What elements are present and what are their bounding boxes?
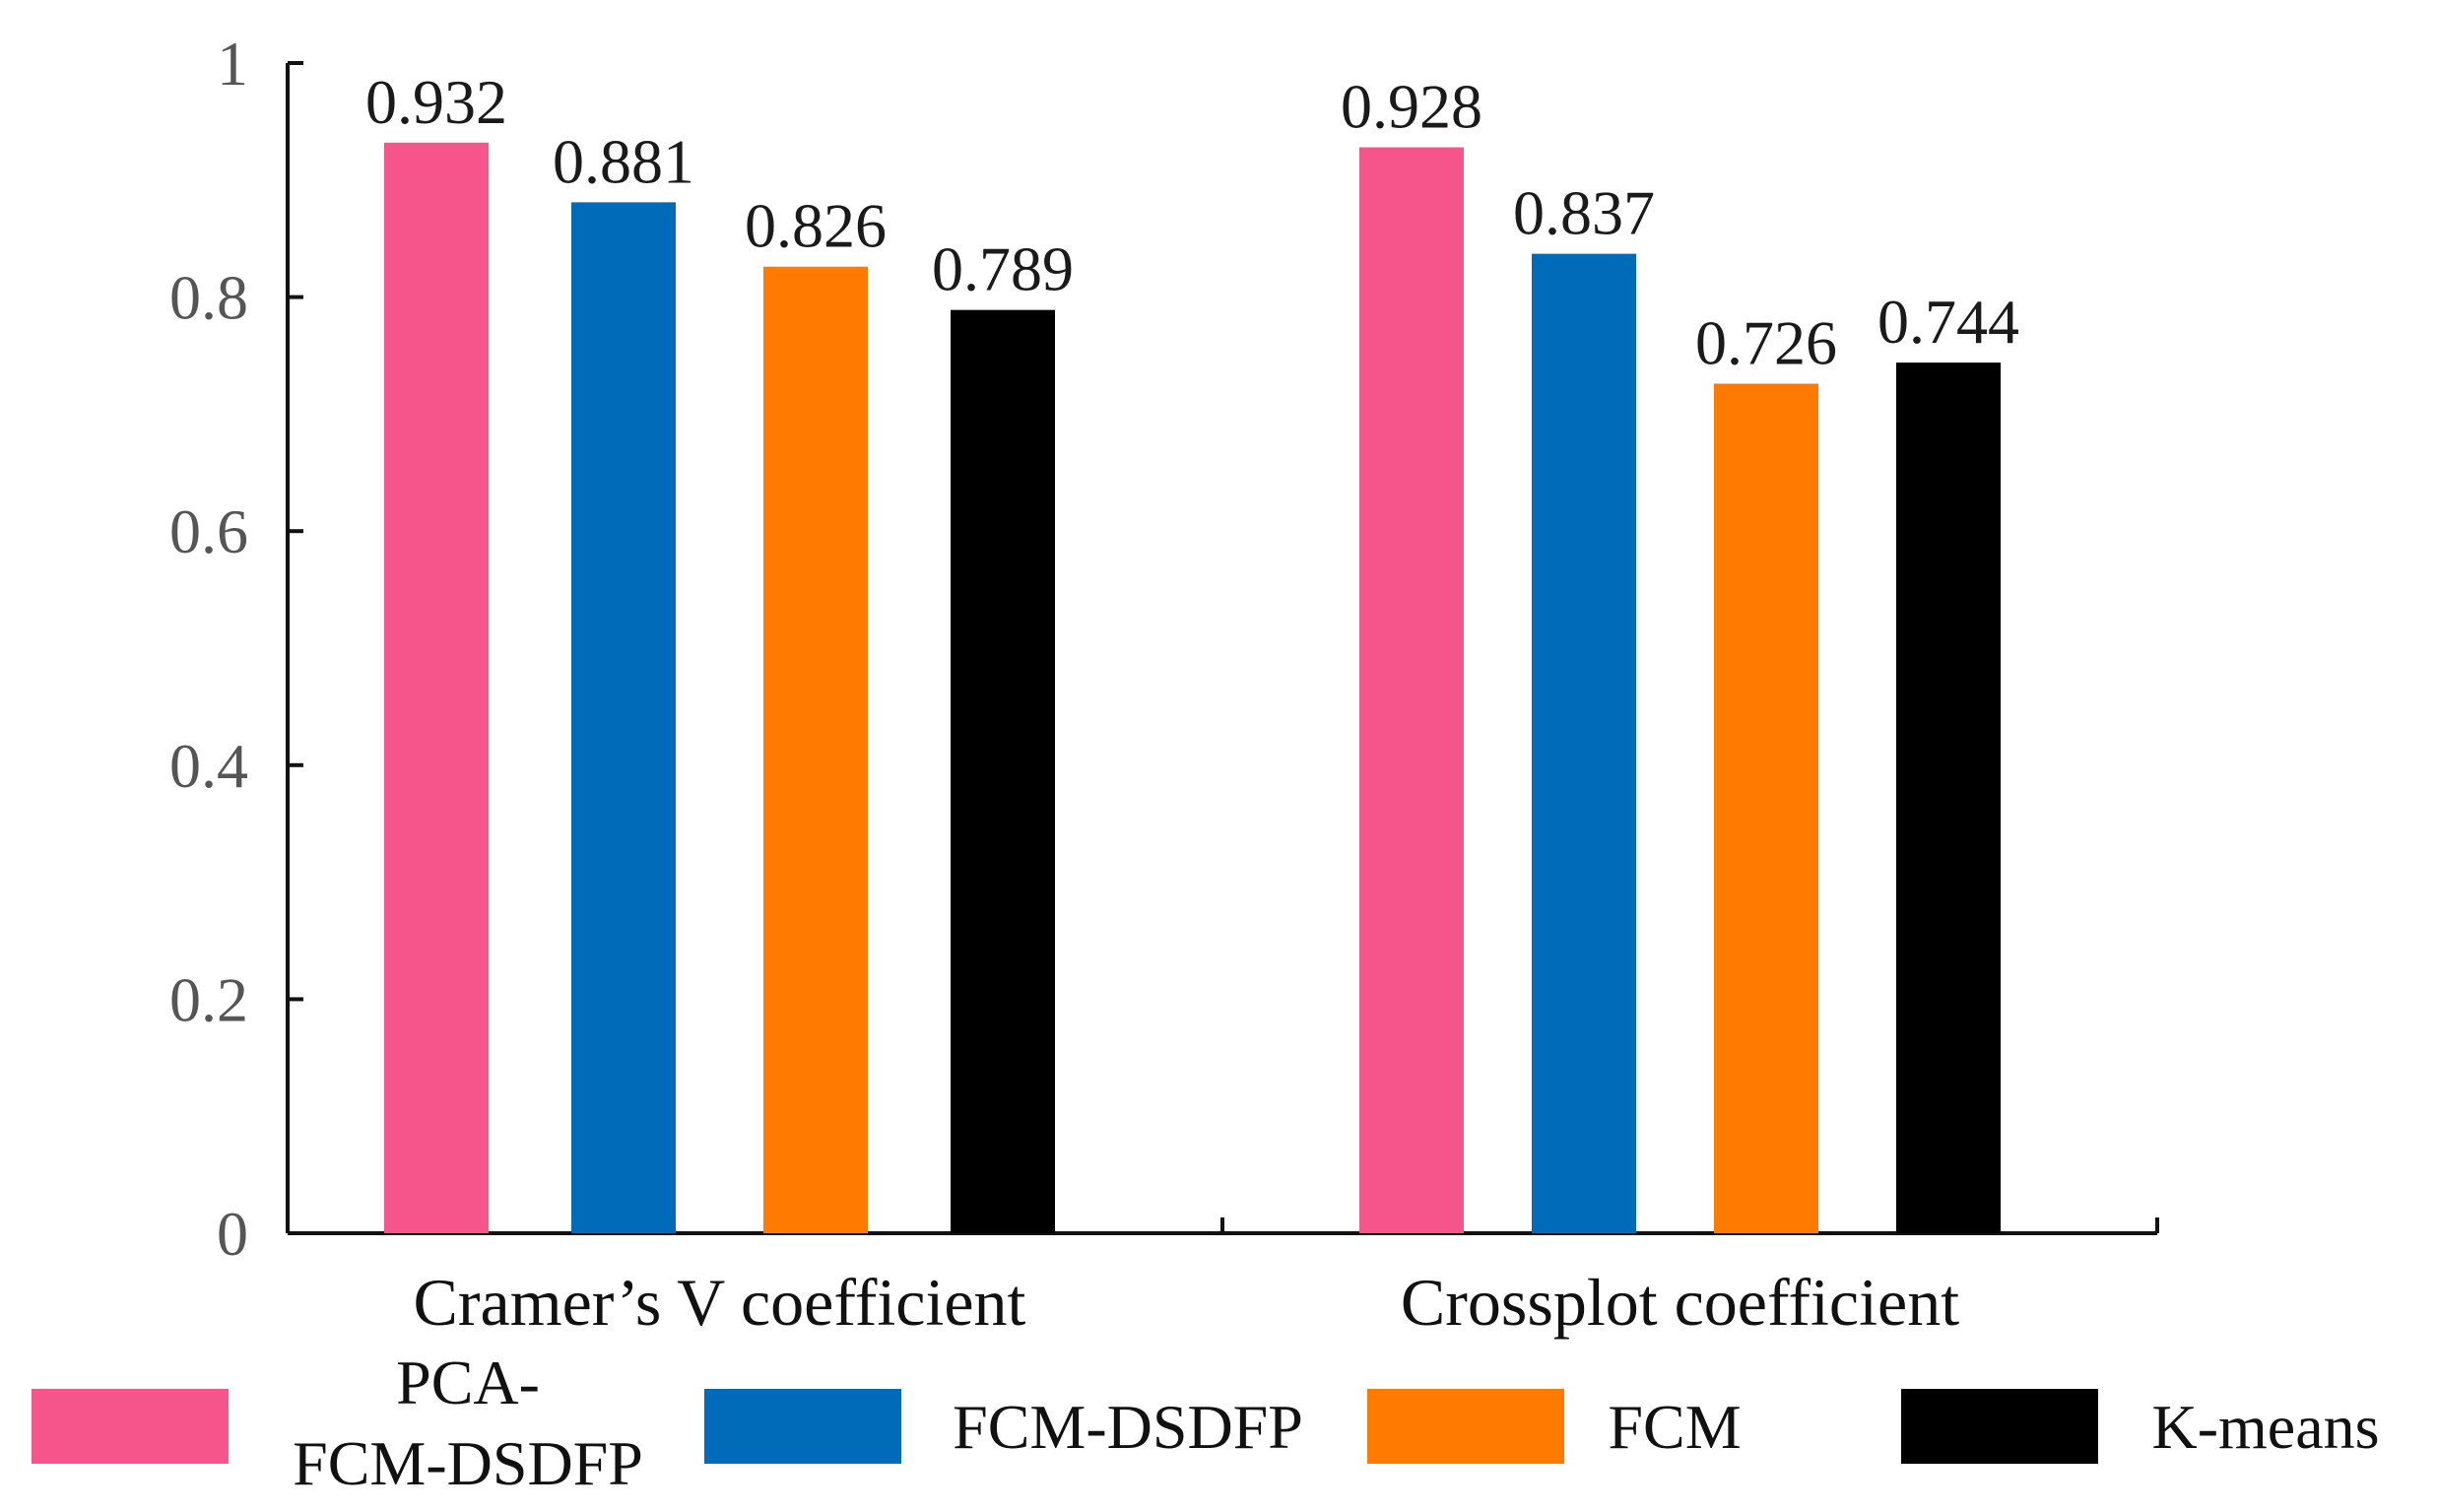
legend-label: FCM <box>1608 1392 1741 1462</box>
bar-value-label: 0.744 <box>1877 287 2019 357</box>
y-tick-label: 0.6 <box>169 496 248 566</box>
y-tick-label: 0.4 <box>169 731 248 801</box>
legend-swatch <box>704 1389 901 1464</box>
y-tick-label: 0.8 <box>169 263 248 333</box>
bar-value-label: 0.789 <box>932 234 1074 304</box>
y-tick-label: 0 <box>217 1199 248 1269</box>
bar <box>951 309 1055 1234</box>
bar-value-label: 0.928 <box>1341 72 1482 142</box>
bar <box>763 266 868 1233</box>
x-category-label: Cramer’s V coefficient <box>414 1265 1026 1340</box>
axes: 0 0.2 0.4 0.6 0.8 1 Cramer’s V coefficient Cros… <box>169 29 2159 1340</box>
bar <box>571 202 676 1234</box>
bar <box>1359 147 1464 1233</box>
bar-value-label: 0.837 <box>1513 178 1655 248</box>
bars: 0.932 0.881 0.826 0.789 0.928 0.837 0.726 0.744 <box>365 67 2019 1234</box>
legend-swatch <box>1901 1389 2098 1464</box>
bar <box>1896 362 2001 1233</box>
bar <box>1532 253 1636 1233</box>
bar-value-label: 0.826 <box>745 191 887 261</box>
legend-swatch <box>32 1389 229 1464</box>
legend: PCA- FCM-DSDFP FCM-DSDFP FCM K-means <box>32 1348 2380 1498</box>
legend-label: K-means <box>2151 1392 2379 1462</box>
bar <box>384 142 489 1234</box>
legend-label: PCA- <box>396 1348 540 1417</box>
x-category-label: Crossplot coefficient <box>1401 1265 1959 1340</box>
y-tick-label: 0.2 <box>169 964 248 1034</box>
bar-value-label: 0.881 <box>553 126 694 196</box>
y-tick-label: 1 <box>217 29 248 99</box>
legend-label: FCM-DSDFP <box>953 1392 1303 1462</box>
bar-value-label: 0.932 <box>365 67 507 137</box>
bar <box>1714 383 1818 1234</box>
legend-label: FCM-DSDFP <box>293 1428 643 1498</box>
bar-value-label: 0.726 <box>1695 308 1837 378</box>
legend-swatch <box>1367 1389 1564 1464</box>
